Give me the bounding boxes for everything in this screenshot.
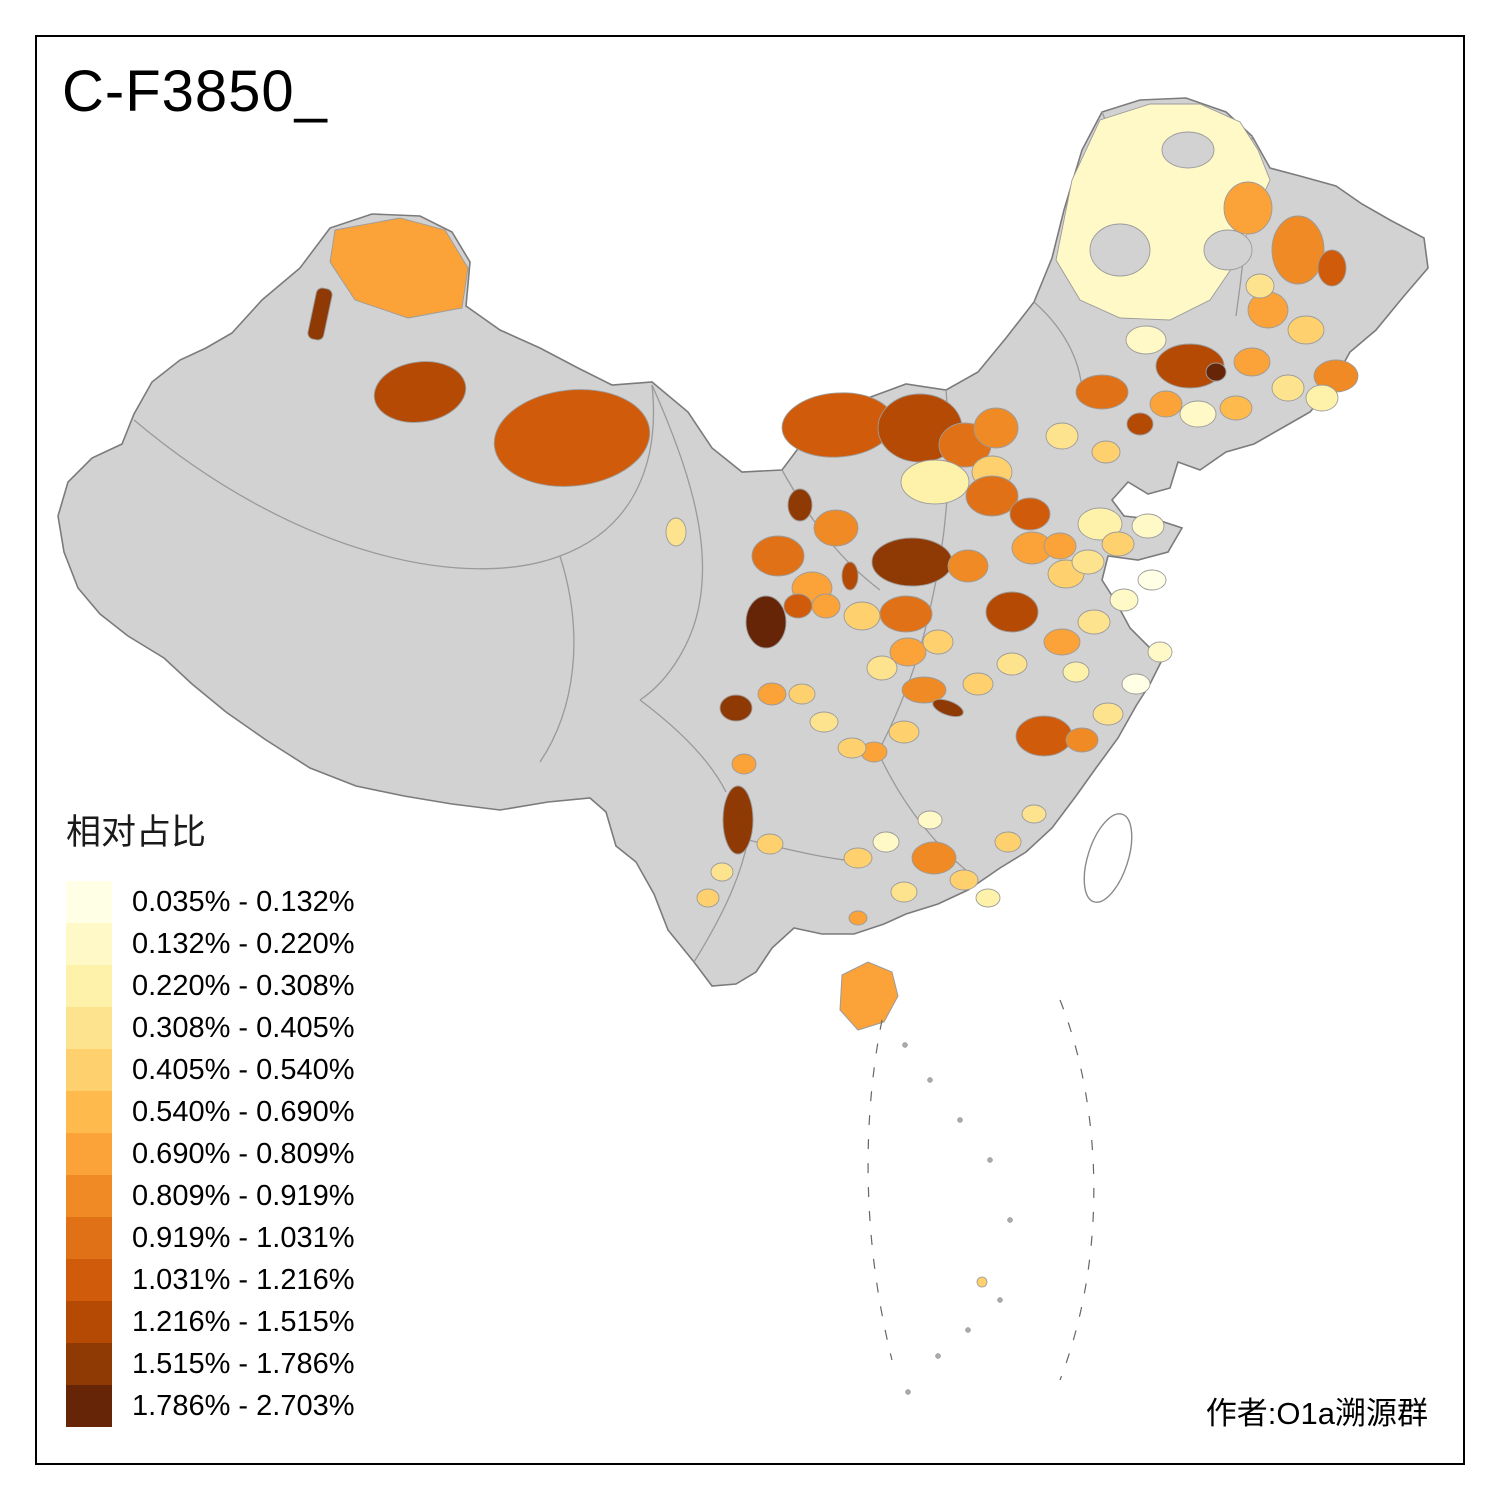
legend-item: 1.216% - 1.515% xyxy=(66,1301,354,1343)
legend-swatch xyxy=(66,1259,112,1301)
legend-item: 0.308% - 0.405% xyxy=(66,1007,354,1049)
colored-regions xyxy=(307,181,1359,926)
legend-swatch xyxy=(66,1007,112,1049)
legend-label: 1.031% - 1.216% xyxy=(132,1263,355,1296)
legend-label: 0.132% - 0.220% xyxy=(132,927,355,960)
legend-label: 0.220% - 0.308% xyxy=(132,969,355,1002)
legend-item: 0.132% - 0.220% xyxy=(66,923,354,965)
legend-item: 0.690% - 0.809% xyxy=(66,1133,354,1175)
legend-swatch xyxy=(66,1301,112,1343)
legend-item: 0.035% - 0.132% xyxy=(66,881,354,923)
legend-item: 0.405% - 0.540% xyxy=(66,1049,354,1091)
legend-label: 0.540% - 0.690% xyxy=(132,1095,355,1128)
page-title: C-F3850_ xyxy=(62,59,328,124)
legend-swatch xyxy=(66,1385,112,1427)
attribution: 作者:O1a溯源群 xyxy=(1205,1396,1428,1431)
legend-swatch xyxy=(66,1175,112,1217)
legend-item: 0.540% - 0.690% xyxy=(66,1091,354,1133)
legend: 相对占比 0.035% - 0.132% 0.132% - 0.220% 0.2… xyxy=(66,804,354,1427)
legend-label: 0.809% - 0.919% xyxy=(132,1179,355,1212)
legend-label: 0.035% - 0.132% xyxy=(132,885,355,918)
legend-swatch xyxy=(66,1217,112,1259)
legend-swatch xyxy=(66,1343,112,1385)
legend-swatch xyxy=(66,965,112,1007)
legend-item: 0.220% - 0.308% xyxy=(66,965,354,1007)
south-china-sea-islands xyxy=(867,999,1095,1395)
northeast-base xyxy=(1055,103,1271,321)
hainan-island xyxy=(839,961,899,1031)
legend-label: 0.690% - 0.809% xyxy=(132,1137,355,1170)
legend-label: 0.919% - 1.031% xyxy=(132,1221,355,1254)
legend-item: 1.786% - 2.703% xyxy=(66,1385,354,1427)
legend-label: 1.216% - 1.515% xyxy=(132,1305,355,1338)
legend-item: 0.919% - 1.031% xyxy=(66,1217,354,1259)
legend-item: 1.031% - 1.216% xyxy=(66,1259,354,1301)
legend-label: 0.405% - 0.540% xyxy=(132,1053,355,1086)
legend-title: 相对占比 xyxy=(66,813,207,852)
legend-item: 1.515% - 1.786% xyxy=(66,1343,354,1385)
legend-label: 1.515% - 1.786% xyxy=(132,1347,355,1380)
legend-swatch xyxy=(66,1133,112,1175)
taiwan-island xyxy=(1083,813,1133,903)
legend-swatch xyxy=(66,1091,112,1133)
legend-item: 0.809% - 0.919% xyxy=(66,1175,354,1217)
legend-swatch xyxy=(66,923,112,965)
legend-label: 0.308% - 0.405% xyxy=(132,1011,355,1044)
legend-label: 1.786% - 2.703% xyxy=(132,1389,355,1422)
legend-swatch xyxy=(66,1049,112,1091)
legend-swatch xyxy=(66,881,112,923)
